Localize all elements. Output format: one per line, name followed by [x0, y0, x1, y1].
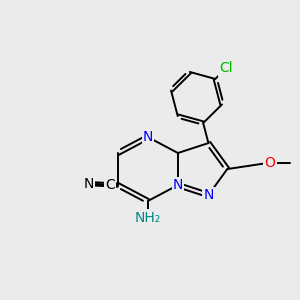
Text: N: N — [173, 178, 183, 192]
Text: C: C — [106, 178, 115, 192]
Text: N: N — [143, 130, 153, 144]
Text: O: O — [265, 156, 275, 170]
Text: N: N — [84, 177, 94, 190]
Text: N: N — [203, 188, 214, 202]
Text: NH₂: NH₂ — [135, 211, 161, 224]
Text: Cl: Cl — [219, 61, 233, 75]
